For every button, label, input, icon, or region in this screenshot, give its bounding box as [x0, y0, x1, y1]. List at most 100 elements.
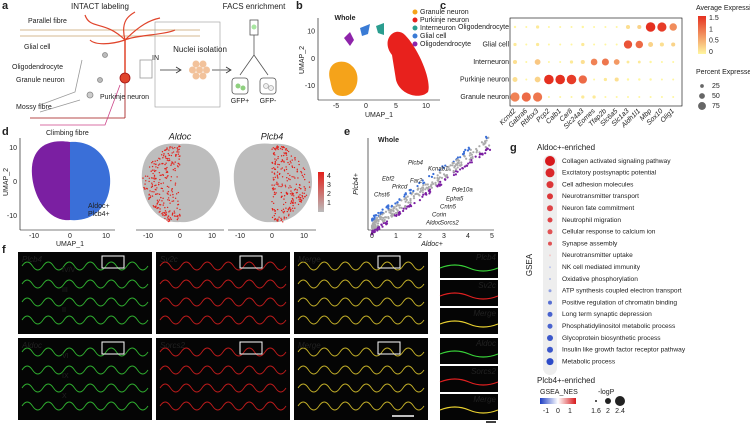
cell — [293, 176, 295, 178]
cell — [170, 164, 172, 167]
cell — [166, 185, 169, 188]
gene-point — [396, 201, 399, 204]
cell — [277, 163, 279, 166]
cell — [167, 152, 169, 155]
cell — [301, 194, 303, 197]
layer — [297, 297, 425, 307]
cell-label: Granule neuron — [16, 77, 65, 84]
cell — [297, 196, 299, 199]
cell — [151, 182, 153, 184]
x-tick-label: 10 — [300, 233, 308, 240]
x-tick-label: 5 — [490, 233, 494, 240]
cell — [303, 186, 305, 188]
dot — [580, 59, 585, 65]
gene-point — [395, 211, 399, 215]
row-label: Glial cell — [483, 41, 510, 48]
cell — [165, 157, 167, 159]
gene-point — [385, 223, 388, 226]
cell — [277, 177, 279, 179]
x-tick-label: 0 — [68, 233, 72, 240]
cell — [151, 190, 153, 193]
pathway-dot — [547, 217, 553, 223]
gene-point — [470, 161, 473, 164]
cell — [305, 194, 308, 196]
cell — [148, 166, 151, 168]
layer — [297, 401, 425, 411]
cell — [273, 172, 276, 174]
cell-label: Oligodendrocyte — [12, 64, 63, 71]
gene-point — [456, 166, 459, 169]
dot — [626, 78, 630, 81]
colorbar-tick: 0 — [556, 408, 560, 415]
cluster — [387, 31, 429, 96]
box — [154, 21, 221, 108]
gene-point — [453, 170, 456, 173]
cell — [294, 177, 296, 179]
cell — [290, 201, 293, 203]
gene-point — [412, 189, 415, 193]
gene-label: Sorcs2 — [440, 221, 459, 227]
cell — [281, 218, 283, 221]
channel-label: Plcb4 — [22, 255, 43, 264]
x-tick-label: 2 — [418, 233, 422, 240]
cell — [160, 196, 162, 199]
gene-point — [388, 211, 391, 214]
cell — [302, 176, 305, 178]
micrograph — [18, 338, 152, 420]
cell — [160, 154, 163, 156]
x-tick-label: 0 — [364, 103, 368, 110]
layer — [159, 315, 287, 325]
cell — [161, 151, 164, 153]
cell — [179, 208, 181, 211]
legend-swatch — [412, 9, 418, 15]
gene-point — [475, 151, 478, 154]
cell — [166, 166, 168, 169]
cell — [152, 160, 154, 163]
cell-label: Glial cell — [24, 44, 51, 51]
size-key — [615, 396, 625, 406]
cluster — [329, 61, 358, 96]
cell — [283, 161, 285, 163]
cell — [289, 210, 292, 212]
layer — [439, 264, 499, 272]
cell — [304, 195, 306, 198]
cell — [156, 159, 159, 162]
cell — [274, 176, 276, 179]
cell — [170, 176, 173, 178]
cell — [283, 216, 286, 218]
cell — [144, 175, 147, 177]
cell — [287, 215, 290, 217]
inset-label: Plcb4 — [476, 253, 497, 262]
cell — [153, 180, 155, 183]
cell — [282, 221, 284, 223]
dot — [533, 92, 543, 102]
dot — [534, 59, 541, 65]
gene-point — [488, 148, 492, 151]
cell — [159, 158, 161, 160]
panel-label: c — [440, 0, 446, 12]
pathway-dot — [549, 254, 551, 257]
dot — [513, 25, 517, 29]
cell — [178, 148, 180, 151]
colorbar-tick: 1.5 — [709, 15, 719, 22]
axis-title: Plcb4+ — [353, 173, 360, 195]
cell — [280, 160, 283, 163]
gene-point — [412, 197, 416, 200]
colorbar-tick: 2 — [327, 191, 331, 198]
row-label: Interneuron — [473, 59, 509, 66]
gene-point — [444, 164, 447, 167]
cell — [285, 168, 288, 171]
cell — [285, 148, 287, 150]
colorbar — [540, 398, 576, 404]
gene-point — [371, 219, 374, 222]
gene-point — [409, 199, 412, 202]
cell — [278, 216, 280, 218]
cell — [169, 194, 172, 196]
cell — [271, 216, 274, 219]
gene-point — [413, 201, 416, 205]
gene-point — [484, 135, 488, 138]
cell — [282, 211, 284, 213]
dot — [659, 42, 664, 47]
pathway-label: Cellular response to calcium ion — [562, 229, 656, 236]
group-label: Aldoc+-enriched — [537, 143, 595, 152]
